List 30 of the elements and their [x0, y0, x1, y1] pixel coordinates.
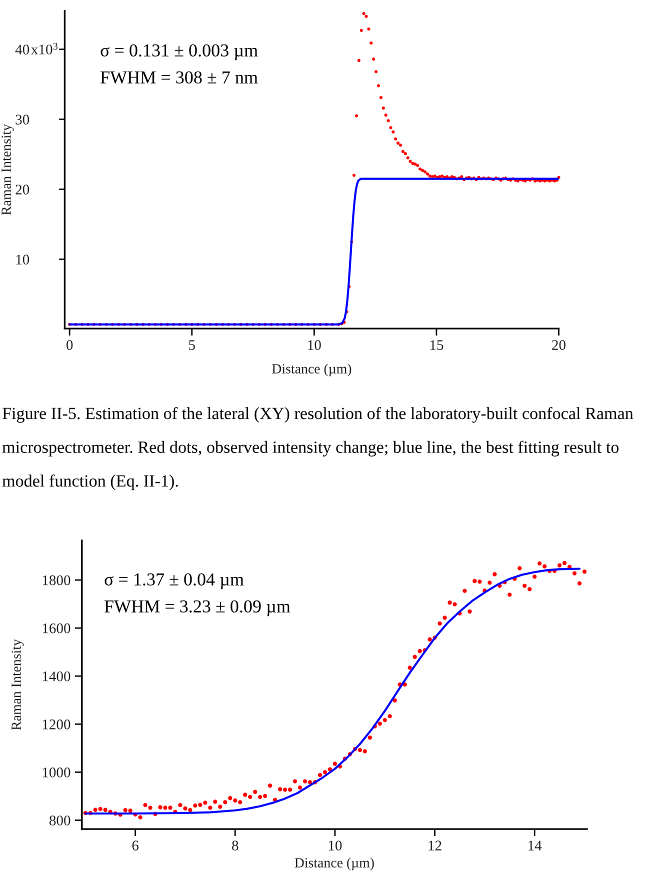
y-axis-title: Raman Intensity [2, 124, 14, 216]
y-tick-label: 30 [16, 114, 30, 125]
x-tick-label: 10 [328, 840, 342, 850]
x-tick-label: 20 [552, 340, 566, 350]
text: x10$^{3}$ [31, 42, 58, 54]
x-axis-title: Distance (µm) [272, 364, 352, 376]
x-tick-label: 5 [189, 340, 195, 350]
annotation: σ = 1.37 ± 0.04 µm [104, 573, 244, 590]
y-tick-label: 40 [15, 44, 30, 55]
text: Figure II-5. Estimation of the lateral (XY) resolution of the laboratory-built confocal Raman microspectrometer. Red dots, observed intensity change; blue line, the best fitting result to model function (Eq. II-1). [2, 407, 634, 490]
y-tick-label: 1600 [42, 623, 70, 634]
y-tick-label: 20 [16, 184, 30, 195]
y-tick-label: 1800 [42, 575, 70, 586]
y-tick-label: 1000 [42, 768, 70, 778]
x-tick-label: 10 [308, 340, 321, 350]
x-tick-label: 14 [528, 840, 542, 850]
x-tick-label: 12 [428, 840, 442, 850]
annotation: FWHM = 3.23 ± 0.09 µm [104, 600, 290, 616]
x-tick-label: 6 [132, 840, 139, 850]
x-tick-label: 15 [430, 340, 444, 350]
y-tick-label: 800 [49, 816, 70, 826]
annotation: σ = 0.131 ± 0.003 µm [100, 44, 258, 60]
y-axis-title: Raman Intensity [12, 639, 24, 730]
y-tick-label: 10 [16, 254, 30, 265]
y-tick-label: 1400 [42, 671, 70, 682]
x-tick-label: 8 [232, 840, 238, 850]
y-tick-label: 1200 [42, 720, 70, 730]
x-tick-label: 0 [66, 340, 73, 350]
annotation: FWHM = 308 ± 7 nm [100, 71, 258, 84]
x-axis-title: Distance (µm) [294, 858, 374, 870]
